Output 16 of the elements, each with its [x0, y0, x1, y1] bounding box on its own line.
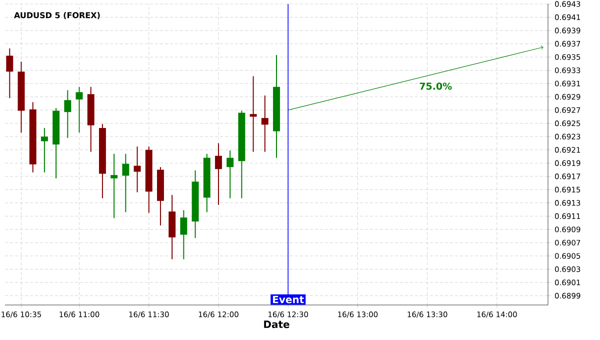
- candlestick: [261, 94, 268, 152]
- x-axis-title: Date: [264, 320, 290, 328]
- candlestick: [215, 142, 222, 206]
- candlestick: [110, 153, 118, 219]
- ref-line-label: Event: [273, 296, 304, 304]
- text: AUDUSD 5 (FOREX): [14, 12, 100, 20]
- candlestick: [134, 146, 141, 193]
- candlestick: [6, 48, 14, 99]
- candlestick: [64, 90, 72, 138]
- candlestick: [250, 76, 257, 152]
- candlestick: [40, 127, 48, 173]
- candlestick: [180, 210, 188, 260]
- candlestick: [76, 86, 83, 134]
- candlestick: [122, 153, 130, 213]
- annotation: 75.0%: [420, 82, 452, 90]
- candlestick: [226, 150, 234, 199]
